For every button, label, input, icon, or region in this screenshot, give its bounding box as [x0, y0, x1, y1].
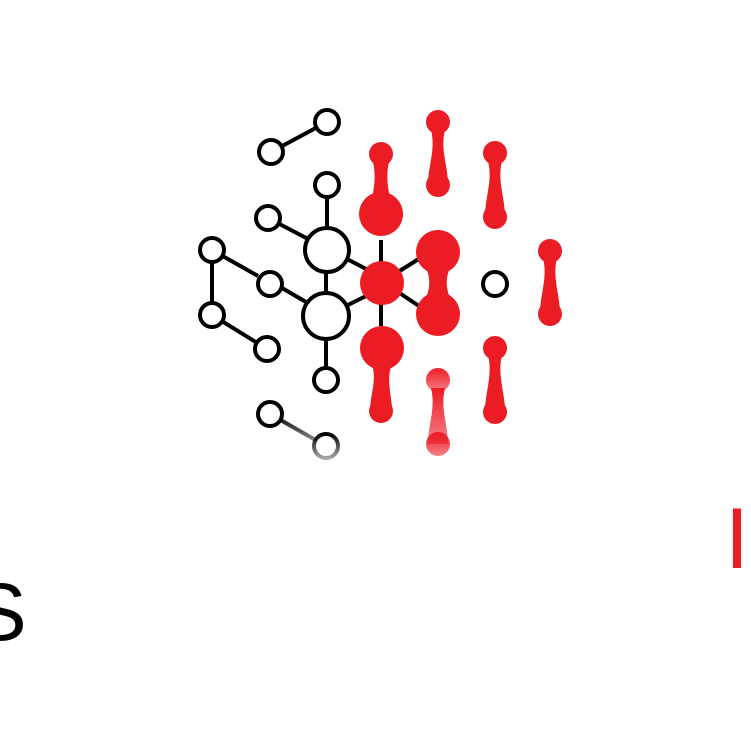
node-circle — [256, 270, 284, 298]
wordmark-fragment-right: I — [725, 491, 749, 587]
red-dumbbell — [538, 239, 562, 326]
red-dumbbell — [483, 141, 507, 229]
node-circle — [198, 236, 226, 264]
node-circle — [313, 108, 341, 136]
black-node-network — [198, 108, 509, 460]
node-circle — [254, 204, 282, 232]
node-circle — [312, 432, 340, 460]
node-circle — [313, 171, 341, 199]
red-dumbbell — [360, 326, 404, 423]
hub-circle — [301, 291, 351, 341]
red-hub — [360, 261, 404, 305]
node-circle — [256, 400, 284, 428]
red-droplet-network — [359, 110, 562, 456]
red-dumbbell — [359, 142, 403, 236]
red-dumbbell — [416, 230, 460, 336]
hub-circle — [303, 226, 351, 274]
red-dumbbell — [426, 110, 450, 197]
red-dumbbell — [426, 368, 450, 456]
node-circle — [481, 270, 509, 298]
node-circle — [312, 366, 340, 394]
wordmark-fragment-left: S — [0, 572, 27, 654]
node-circle — [253, 335, 281, 363]
node-circle — [198, 301, 226, 329]
red-dumbbell — [483, 336, 507, 424]
node-circle — [257, 138, 285, 166]
